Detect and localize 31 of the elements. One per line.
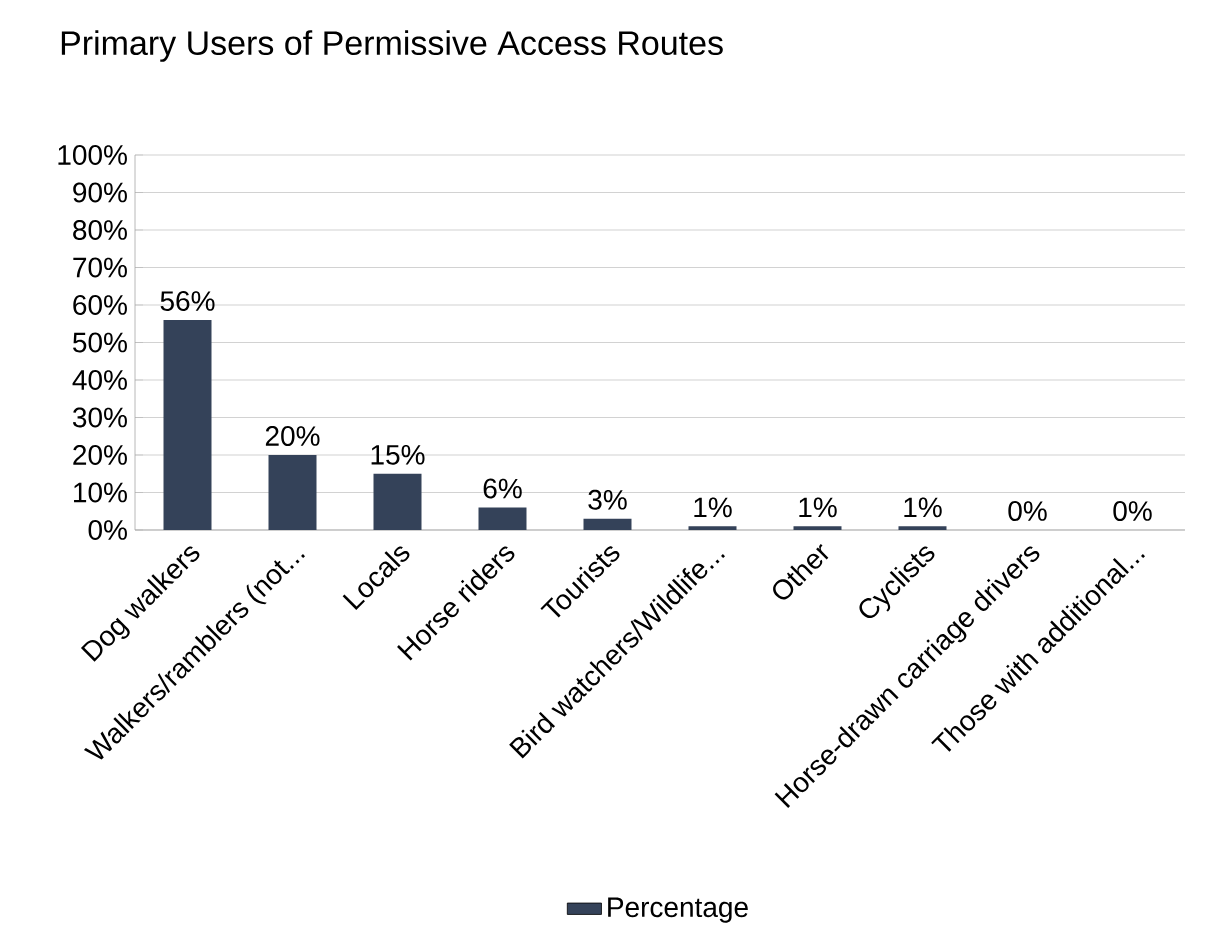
data-label: 0% bbox=[1113, 501, 1152, 521]
bar bbox=[793, 526, 842, 530]
bar bbox=[583, 518, 632, 530]
data-label: 0% bbox=[1008, 501, 1047, 521]
bar bbox=[268, 454, 317, 530]
data-label: 3% bbox=[588, 489, 627, 510]
bar bbox=[478, 507, 527, 530]
y-tick-label: 60% bbox=[73, 295, 127, 315]
y-tick-label: 40% bbox=[72, 370, 127, 390]
y-tick-label: 100% bbox=[58, 145, 127, 165]
data-label: 1% bbox=[694, 497, 732, 518]
data-label: 15% bbox=[371, 444, 425, 465]
data-label: 1% bbox=[904, 497, 942, 518]
y-tick-label: 0% bbox=[88, 520, 127, 540]
data-label: 1% bbox=[799, 497, 837, 518]
legend-label: Percentage bbox=[608, 897, 748, 923]
chart-title: Primary Users of Permissive Access Routes bbox=[61, 30, 723, 62]
data-label: 56% bbox=[160, 291, 215, 311]
y-tick-label: 90% bbox=[73, 182, 127, 203]
y-tick-label: 20% bbox=[73, 445, 127, 465]
bar bbox=[898, 526, 947, 530]
y-tick-label: 10% bbox=[74, 482, 127, 503]
data-label: 6% bbox=[483, 478, 522, 499]
y-tick-label: 30% bbox=[72, 407, 127, 428]
data-label: 20% bbox=[265, 426, 320, 446]
y-tick-label: 80% bbox=[73, 220, 127, 240]
bar bbox=[688, 526, 737, 530]
y-tick-label: 70% bbox=[73, 257, 127, 278]
bar bbox=[373, 473, 422, 530]
bar bbox=[163, 320, 212, 530]
y-tick-label: 50% bbox=[73, 332, 127, 353]
